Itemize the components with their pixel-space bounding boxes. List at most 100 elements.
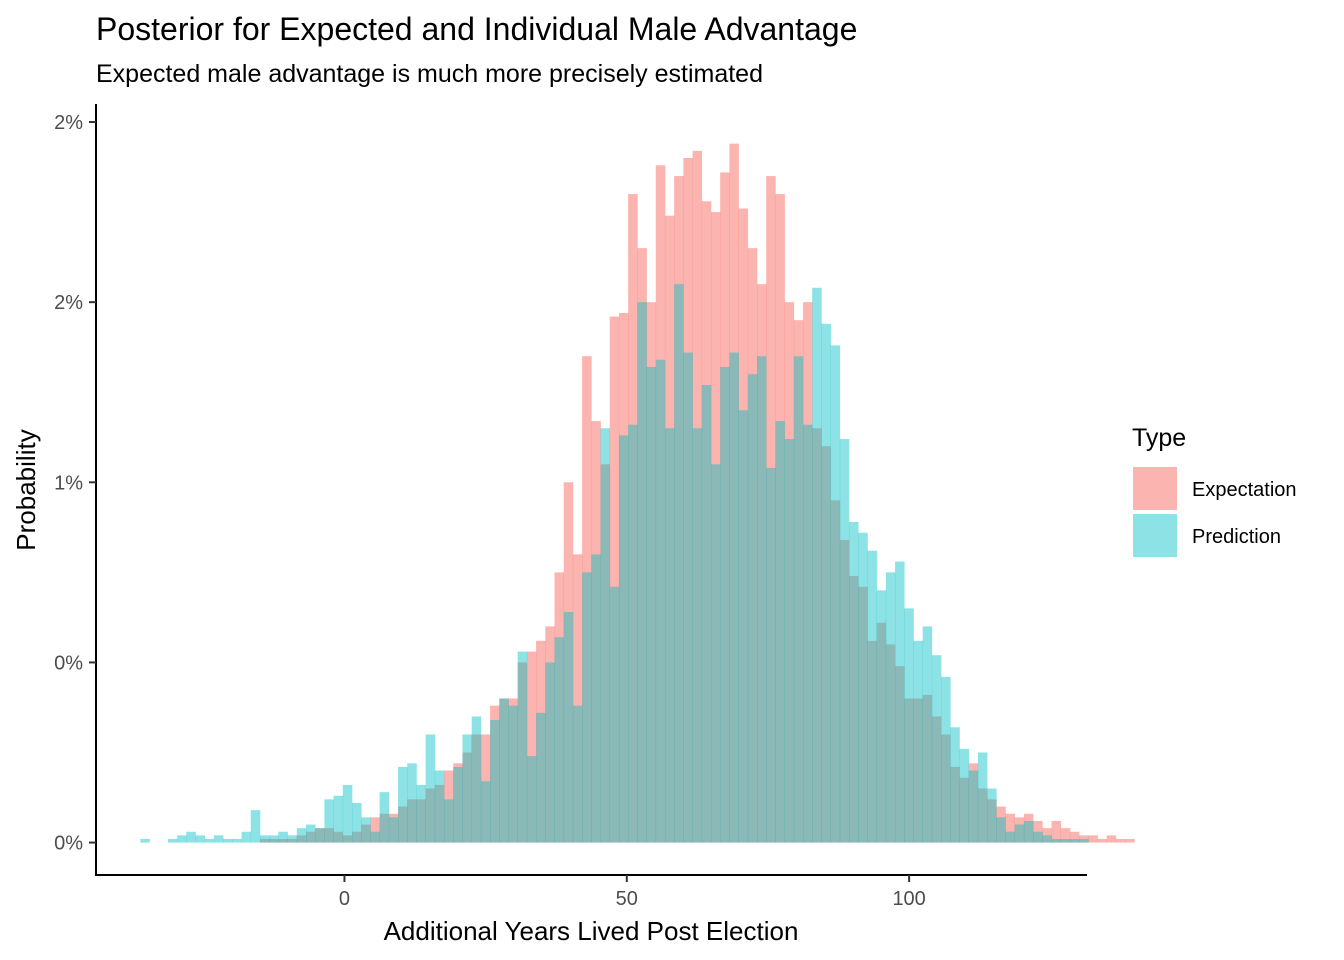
expectation-bar [471, 734, 482, 843]
prediction-bar [904, 608, 914, 843]
expectation-bar [582, 356, 592, 843]
expectation-bar [738, 208, 749, 843]
prediction-bar [1042, 835, 1052, 843]
prediction-bar [664, 428, 675, 843]
prediction-bar [1060, 838, 1071, 843]
expectation-bar [775, 194, 785, 843]
x-tick-label: 0 [339, 888, 350, 910]
prediction-bar [563, 611, 574, 843]
expectation-bar [259, 838, 270, 843]
prediction-bar [895, 561, 905, 843]
prediction-bar [232, 838, 242, 843]
expectation-bar [398, 806, 408, 843]
prediction-bar [572, 705, 583, 843]
prediction-bar [628, 424, 638, 843]
expectation-bar [664, 215, 675, 843]
expectation-bar [747, 248, 758, 843]
expectation-bar [922, 694, 933, 843]
expectation-bar [655, 165, 666, 843]
expectation-bar [720, 172, 730, 843]
expectation-bar [609, 316, 620, 843]
expectation-bar [333, 831, 344, 843]
expectation-bar [839, 539, 850, 843]
prediction-bar [250, 810, 261, 843]
expectation-bar [784, 302, 795, 843]
expectation-bar [637, 248, 647, 843]
prediction-bar [1079, 838, 1089, 843]
prediction-bar [1051, 838, 1062, 843]
expectation-bar [1014, 817, 1025, 843]
prediction-bar [213, 835, 224, 843]
expectation-bar [895, 666, 905, 843]
expectation-bar [361, 824, 371, 843]
expectation-bar [996, 806, 1006, 843]
expectation-bar [278, 838, 288, 843]
expectation-bar [453, 763, 463, 843]
expectation-bar [674, 176, 684, 843]
expectation-bar [508, 698, 518, 843]
prediction-bar [195, 835, 206, 843]
prediction-bar [600, 428, 611, 843]
expectation-bar [729, 143, 739, 843]
legend-label-prediction: Prediction [1192, 526, 1281, 548]
expectation-bar [407, 799, 417, 843]
prediction-bar [444, 799, 454, 843]
prediction-bar [950, 727, 960, 843]
prediction-bar [931, 655, 942, 843]
prediction-bars [140, 284, 1089, 843]
prediction-bar [425, 734, 436, 843]
expectation-bar [1088, 835, 1098, 843]
prediction-bar [167, 838, 178, 843]
prediction-bar [186, 831, 196, 843]
expectation-bar [812, 428, 822, 843]
prediction-bar [655, 359, 666, 843]
expectation-bar [959, 777, 970, 843]
prediction-bar [941, 676, 951, 843]
prediction-bar [766, 467, 776, 843]
y-tick-label: 0% [54, 833, 83, 855]
legend-swatch-expectation [1133, 467, 1177, 510]
expectation-bar [701, 201, 712, 843]
prediction-bar [803, 424, 813, 843]
expectation-bar [876, 622, 887, 843]
expectation-bar [1023, 813, 1034, 843]
prediction-bar [269, 835, 279, 843]
prediction-bar [591, 554, 601, 843]
prediction-bar [554, 637, 565, 843]
prediction-bar [858, 532, 868, 843]
prediction-bar [223, 838, 233, 843]
expectation-bar [352, 831, 362, 843]
expectation-bar [416, 799, 426, 843]
prediction-bar [287, 835, 298, 843]
prediction-bar [545, 662, 555, 843]
prediction-bar [821, 323, 831, 843]
expectation-bar [1106, 835, 1117, 843]
prediction-bar [416, 784, 426, 843]
prediction-bar [959, 748, 970, 843]
prediction-bar [876, 590, 887, 843]
prediction-bar [526, 756, 537, 843]
expectation-bar [287, 838, 298, 843]
y-tick-label: 0% [54, 652, 83, 674]
x-axis-title: Additional Years Lived Post Election [384, 916, 799, 946]
prediction-bar [306, 824, 316, 843]
legend-swatch-prediction [1133, 514, 1177, 557]
prediction-bar [388, 817, 399, 843]
prediction-bar [812, 287, 822, 843]
expectation-bar [628, 194, 638, 843]
x-tick-label: 50 [616, 888, 638, 910]
prediction-bar [977, 752, 988, 843]
prediction-bar [674, 284, 684, 843]
expectation-bar [885, 644, 896, 843]
expectation-bar [370, 817, 380, 843]
prediction-bar [692, 428, 703, 843]
prediction-bar [775, 421, 785, 843]
expectation-bars [259, 143, 1135, 843]
prediction-bar [710, 464, 721, 843]
expectation-bar [867, 640, 877, 843]
prediction-bar [352, 802, 362, 843]
prediction-bar [536, 712, 546, 843]
prediction-bar [609, 586, 620, 843]
prediction-bar [278, 831, 288, 843]
